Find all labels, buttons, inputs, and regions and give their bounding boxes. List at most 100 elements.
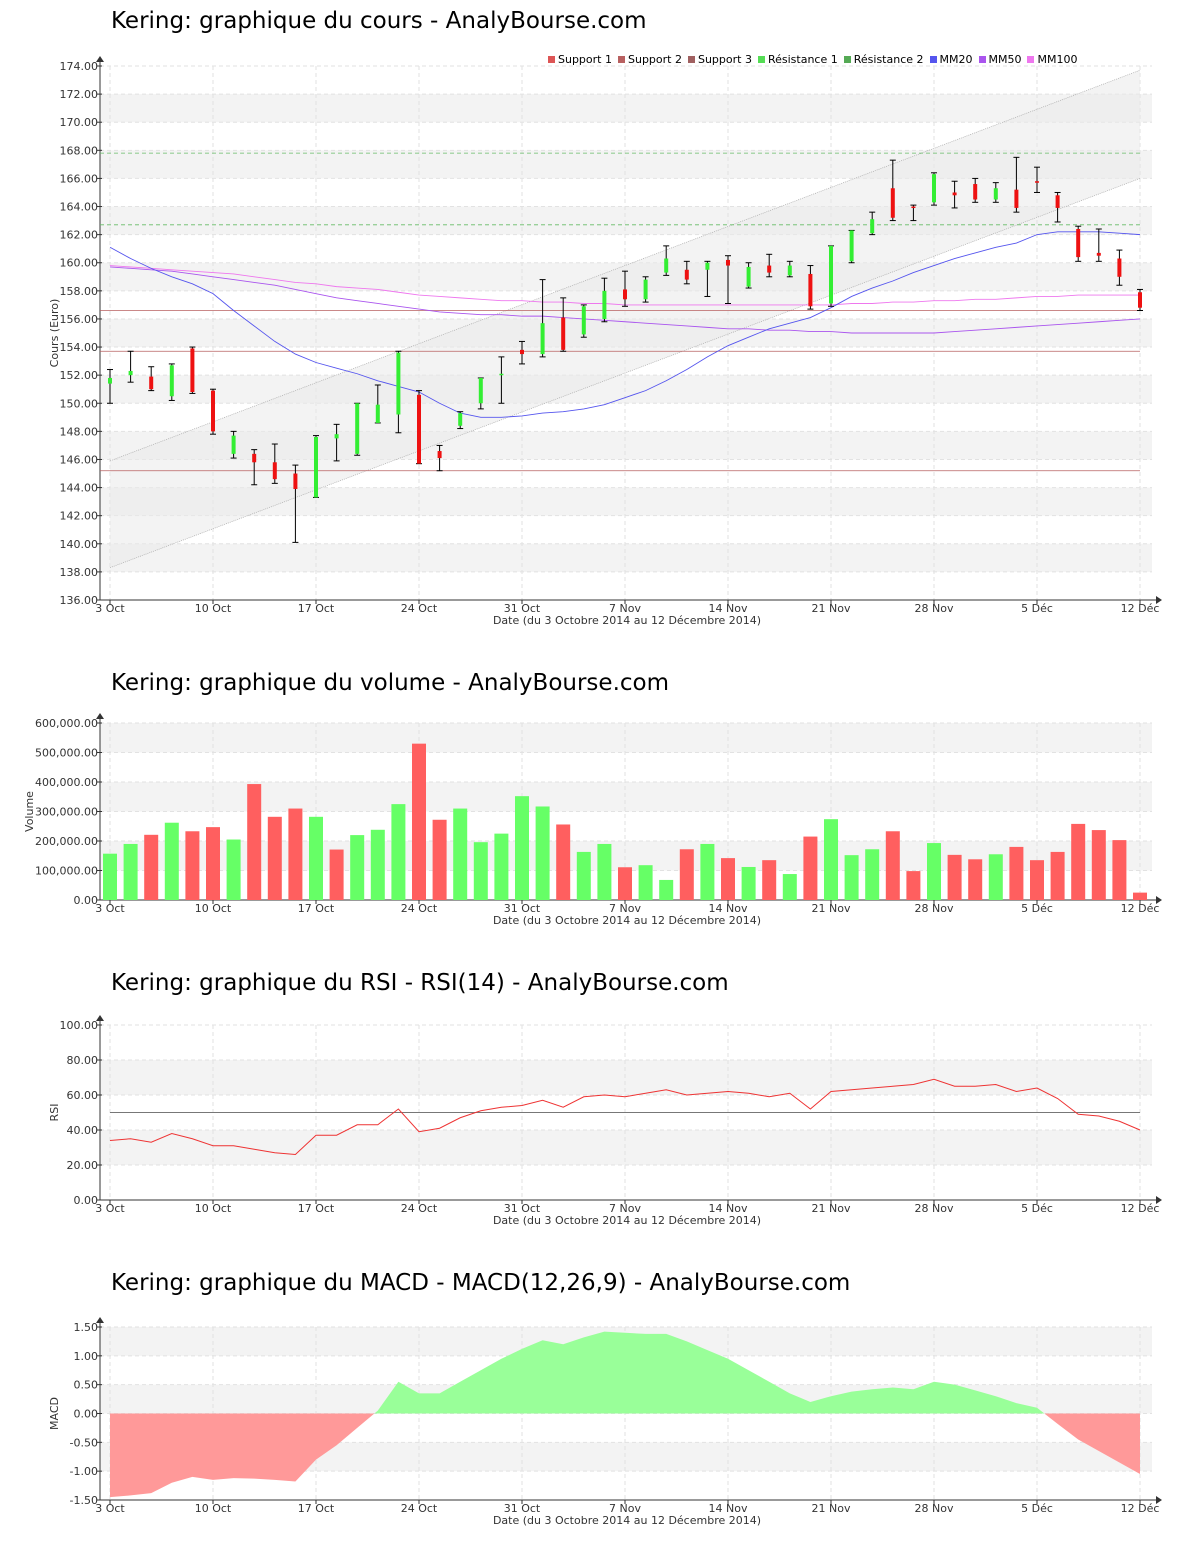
y-tick-label: 160.00	[60, 257, 99, 270]
volume-chart: 0.00 100,000.00 200,000.00 300,000.00 400,00…	[23, 713, 1162, 927]
x-tick-label: 17 Oct	[298, 602, 335, 615]
y-tick-label: 200,000.00	[35, 835, 98, 848]
volume-bar-up	[370, 829, 385, 900]
y-axis-label: RSI	[48, 1104, 61, 1122]
volume-bar-down	[1071, 823, 1086, 900]
rsi-chart: 0.00 20.00 40.00 60.00 80.00 100.00 3 Oct 10 Oc…	[48, 1015, 1162, 1227]
price-chart: 136.00 138.00 140.00 142.00 144.00 146.00 148.…	[48, 56, 1162, 627]
volume-bar-up	[844, 855, 859, 900]
y-tick-label: -1.00	[70, 1465, 98, 1478]
y-tick-label: 158.00	[60, 285, 99, 298]
y-tick-label: 100,000.00	[35, 865, 98, 878]
x-tick-label: 10 Oct	[195, 1202, 232, 1215]
candle-down	[1035, 181, 1039, 183]
volume-bar-down	[1030, 860, 1044, 900]
y-tick-label: -0.50	[70, 1436, 98, 1449]
legend-swatch	[687, 56, 695, 63]
volume-bar-up	[927, 843, 941, 900]
candle-down	[211, 390, 215, 432]
candle-down	[623, 289, 627, 300]
volume-bar-up	[123, 843, 138, 900]
volume-bar-down	[1050, 851, 1065, 900]
volume-bar-up	[782, 874, 797, 900]
volume-bar-up	[453, 808, 468, 900]
legend-swatch	[1027, 56, 1035, 63]
volume-bar-down	[432, 819, 447, 900]
x-tick-label: 24 Oct	[401, 602, 438, 615]
volume-bar-down	[412, 743, 426, 900]
x-axis-arrow	[1156, 896, 1162, 904]
candle-up	[128, 370, 133, 376]
y-tick-label: 170.00	[60, 116, 99, 129]
candle-down	[890, 188, 895, 218]
y-tick-label: 148.00	[60, 425, 99, 438]
x-tick-label: 12 Déc	[1121, 902, 1160, 915]
candle-down	[252, 453, 257, 463]
volume-bar-up	[824, 819, 838, 900]
x-tick-label: 10 Oct	[195, 902, 232, 915]
x-tick-label: 3 Oct	[95, 1502, 125, 1515]
x-axis-arrow	[1156, 1496, 1162, 1504]
candle-up	[314, 436, 318, 498]
legend-item: Résistance 1	[757, 53, 838, 66]
y-tick-label: 174.00	[60, 60, 99, 73]
candle-up	[849, 230, 854, 262]
volume-bar-down	[762, 860, 777, 900]
candle-down	[190, 348, 195, 393]
candle-down	[1138, 292, 1142, 308]
candle-down	[684, 269, 689, 280]
x-tick-label: 17 Oct	[298, 1202, 335, 1215]
x-axis-label: Date (du 3 Octobre 2014 au 12 Décembre 2…	[493, 1514, 761, 1527]
y-tick-label: -1.50	[70, 1494, 98, 1507]
candle-up	[169, 365, 174, 397]
x-tick-label: 28 Nov	[915, 602, 954, 615]
candle-up	[108, 377, 112, 384]
volume-bar-down	[1091, 830, 1106, 900]
x-axis-label: Date (du 3 Octobre 2014 au 12 Décembre 2…	[493, 614, 761, 627]
y-tick-label: 100.00	[60, 1019, 99, 1032]
grid-band	[100, 543, 1152, 572]
y-tick-label: 20.00	[67, 1159, 99, 1172]
candle-down	[417, 394, 421, 464]
y-tick-label: 144.00	[60, 482, 99, 495]
volume-bar-down	[1009, 846, 1024, 900]
candle-up	[499, 373, 504, 376]
volume-bar-down	[968, 859, 983, 900]
x-tick-label: 17 Oct	[298, 902, 335, 915]
y-tick-label: 146.00	[60, 453, 99, 466]
grid-band	[100, 723, 1152, 753]
y-axis-label: MACD	[48, 1397, 61, 1430]
x-tick-label: 12 Déc	[1121, 602, 1160, 615]
y-tick-label: 0.00	[74, 894, 99, 907]
trend-channel	[110, 70, 1140, 568]
x-tick-label: 7 Nov	[609, 1502, 641, 1515]
volume-bar-down	[267, 816, 282, 900]
legend-label: Résistance 1	[767, 53, 838, 66]
x-tick-label: 28 Nov	[915, 902, 954, 915]
volume-bar-up	[638, 865, 653, 900]
x-tick-label: 31 Oct	[504, 1202, 541, 1215]
y-tick-label: 0.00	[74, 1408, 99, 1421]
volume-bar-up	[350, 835, 365, 900]
x-tick-label: 21 Nov	[812, 602, 851, 615]
y-tick-label: 0.50	[74, 1379, 99, 1392]
price-legend: Support 1 Support 2 Support 3 Résistance 1 R…	[548, 53, 1077, 66]
y-axis-label: Cours (Euro)	[48, 299, 61, 368]
x-axis-arrow	[1156, 596, 1162, 604]
candle-down	[272, 462, 277, 480]
volume-bar-down	[906, 871, 921, 900]
x-tick-label: 31 Oct	[504, 1502, 541, 1515]
legend-label: Support 3	[697, 53, 752, 66]
volume-bar-up	[576, 851, 591, 900]
candle-up	[334, 434, 339, 439]
candle-down	[149, 376, 154, 390]
x-tick-label: 14 Nov	[709, 902, 748, 915]
mm50-line	[109, 266, 1141, 334]
volume-bar-up	[226, 839, 241, 900]
candle-down	[952, 192, 957, 196]
legend-item: Support 3	[687, 53, 752, 66]
candle-down	[1014, 189, 1019, 208]
volume-bar-down	[556, 824, 571, 900]
volume-bar-up	[741, 866, 756, 900]
x-tick-label: 21 Nov	[812, 1202, 851, 1215]
